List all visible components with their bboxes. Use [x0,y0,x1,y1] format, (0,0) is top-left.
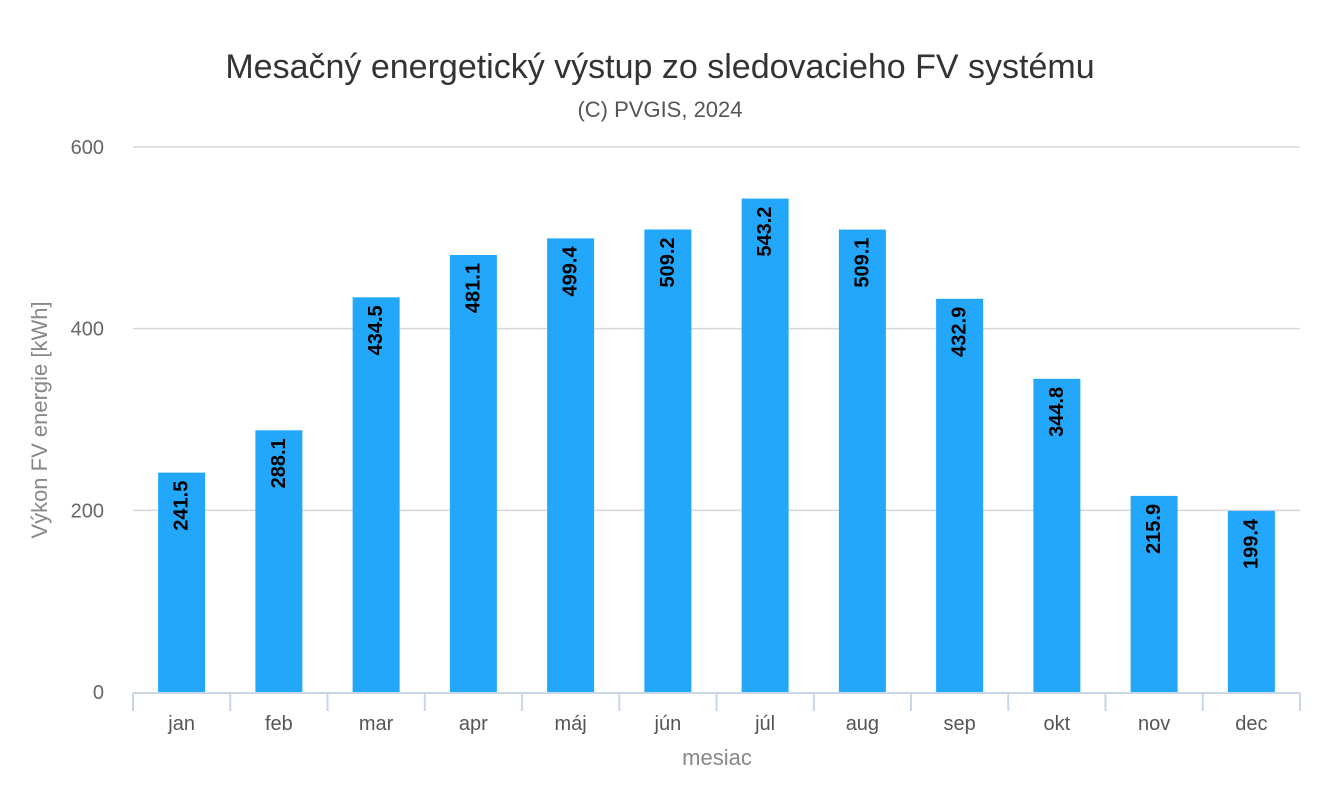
x-axis [132,692,1301,711]
y-tick-label: 400 [71,319,104,341]
chart-title: Mesačný energetický výstup zo sledovacie… [225,48,1094,86]
data-label: 434.5 [365,305,387,355]
bar-feb[interactable] [255,430,303,692]
data-label: 215.9 [1143,504,1165,554]
y-axis-ticks: 0 200 400 600 [71,137,104,704]
data-label: 241.5 [171,481,193,531]
x-tick-label: jan [167,713,195,735]
data-label: 288.1 [268,438,290,488]
data-label: 432.9 [949,307,971,357]
data-label: 509.1 [851,238,873,288]
data-label: 344.8 [1046,387,1068,437]
bar-apr[interactable] [449,255,497,692]
bar-jún[interactable] [644,229,692,692]
bar-sep[interactable] [936,298,984,692]
bar-júl[interactable] [741,198,789,693]
x-tick-label: júl [754,713,775,735]
bar-nov[interactable] [1130,495,1178,692]
data-label: 509.2 [657,237,679,287]
data-label: 543.2 [754,207,776,257]
bar-okt[interactable] [1033,378,1081,692]
data-label: 481.1 [462,263,484,313]
gridlines [133,146,1300,512]
x-tick-label: feb [265,713,293,735]
x-tick-label: sep [944,713,976,735]
x-axis-ticks: jan feb mar apr máj jún júl aug sep okt nov dec [167,713,1267,735]
x-tick-label: dec [1235,713,1267,735]
y-tick-label: 0 [93,682,104,704]
x-tick-label: jún [654,713,682,735]
x-tick-label: apr [459,713,488,735]
bar-jan[interactable] [158,472,206,692]
y-tick-label: 600 [71,137,104,159]
x-tick-label: okt [1044,713,1071,735]
chart-subtitle: (C) PVGIS, 2024 [577,97,742,122]
bar-aug[interactable] [838,229,886,692]
x-axis-label: mesiac [682,745,752,770]
data-labels: 241.5 288.1 434.5 481.1 499.4 509.2 543.2 509.1… [171,207,1263,569]
y-axis-label: Výkon FV energie [kWh] [27,301,52,538]
bar-mar[interactable] [352,297,400,692]
data-label: 499.4 [560,246,582,297]
x-tick-label: mar [359,713,394,735]
x-tick-label: máj [555,713,587,735]
x-tick-label: nov [1138,713,1170,735]
y-tick-label: 200 [71,500,104,522]
bar-dec[interactable] [1227,510,1275,692]
x-tick-label: aug [846,713,879,735]
data-label: 199.4 [1240,518,1262,569]
bar-máj[interactable] [547,238,595,692]
bars [158,198,1275,693]
